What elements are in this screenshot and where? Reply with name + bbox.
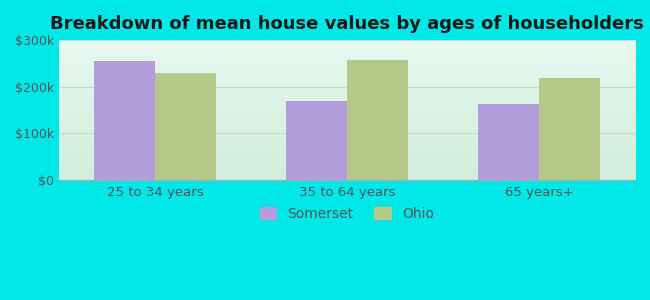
Bar — [94, 61, 155, 180]
Title: Breakdown of mean house values by ages of householders: Breakdown of mean house values by ages o… — [50, 15, 644, 33]
Legend: Somerset, Ohio: Somerset, Ohio — [254, 201, 440, 226]
Bar — [539, 78, 601, 180]
Bar — [285, 101, 347, 180]
Bar — [155, 73, 216, 180]
Bar — [478, 104, 539, 180]
Bar — [347, 60, 408, 180]
